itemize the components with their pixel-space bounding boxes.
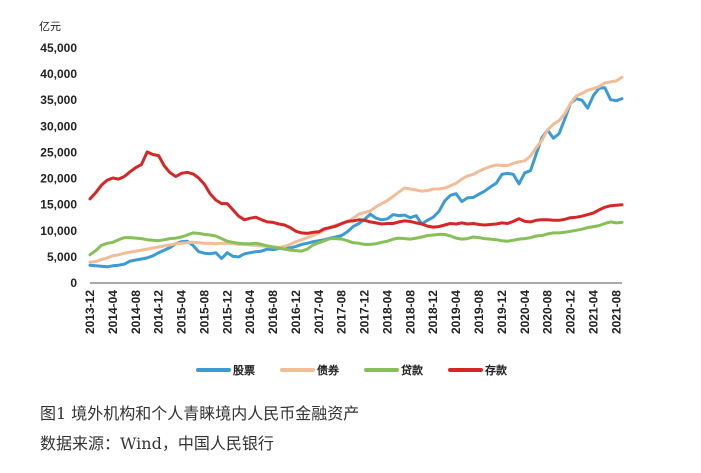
- x-tick-label: 2014-12: [152, 290, 166, 334]
- x-tick-label: 2015-04: [175, 290, 189, 334]
- legend: 股票 债券 贷款 存款: [196, 363, 508, 377]
- x-tick-label: 2018-12: [426, 290, 440, 334]
- x-tick-label: 2014-08: [129, 290, 143, 334]
- x-tick-label: 2017-04: [312, 290, 326, 334]
- source-note: 数据来源：Wind，中国人民银行: [40, 434, 274, 453]
- y-tick-label: 45,000: [40, 41, 77, 55]
- y-tick-label: 0: [70, 276, 77, 290]
- x-tick-label: 2016-04: [243, 290, 257, 334]
- x-tick-label: 2021-08: [609, 290, 623, 334]
- x-tick-label: 2019-04: [449, 290, 463, 334]
- series-line: [88, 75, 624, 264]
- x-tick-label: 2017-08: [335, 290, 349, 334]
- x-tick-label: 2015-12: [220, 290, 234, 334]
- series-line: [88, 150, 624, 235]
- y-tick-label: 35,000: [40, 93, 77, 107]
- y-tick-label: 30,000: [40, 119, 77, 133]
- legend-label: 贷款: [401, 363, 424, 377]
- x-tick-label: 2014-04: [106, 290, 120, 334]
- y-axis-unit-label: 亿元: [39, 20, 61, 33]
- x-tick-label: 2018-04: [380, 290, 394, 334]
- x-tick-label: 2017-12: [358, 290, 372, 334]
- y-tick-label: 10,000: [40, 224, 77, 238]
- y-tick-label: 15,000: [40, 198, 77, 212]
- x-tick-label: 2016-12: [289, 290, 303, 334]
- series-lines: [88, 75, 624, 269]
- x-tick-label: 2019-08: [472, 290, 486, 334]
- legend-label: 债券: [317, 363, 340, 377]
- y-tick-label: 5,000: [47, 250, 77, 264]
- y-tick-label: 25,000: [40, 145, 77, 159]
- y-tick-label: 20,000: [40, 172, 77, 186]
- x-tick-label: 2013-12: [83, 290, 97, 334]
- series-line: [88, 220, 624, 257]
- x-tick-label: 2020-12: [564, 290, 578, 334]
- y-tick-label: 40,000: [40, 67, 77, 81]
- x-tick-label: 2021-04: [586, 290, 600, 334]
- x-tick-label: 2015-08: [197, 290, 211, 334]
- x-tick-label: 2020-08: [541, 290, 555, 334]
- y-axis-ticks: 0 5,000 10,000 15,000 20,000 25,000 30,000 35,0…: [40, 41, 77, 290]
- x-tick-label: 2018-08: [403, 290, 417, 334]
- legend-label: 存款: [485, 363, 508, 377]
- x-tick-label: 2019-12: [495, 290, 509, 334]
- x-tick-label: 2020-04: [518, 290, 532, 334]
- legend-label: 股票: [233, 364, 255, 377]
- x-axis-ticks: 2013-12 2014-04 2014-08 2014-12 2015-04 2015-…: [83, 290, 623, 334]
- x-tick-label: 2016-08: [266, 290, 280, 334]
- figure-caption: 图1 境外机构和个人青睐境内人民币金融资产: [40, 404, 360, 423]
